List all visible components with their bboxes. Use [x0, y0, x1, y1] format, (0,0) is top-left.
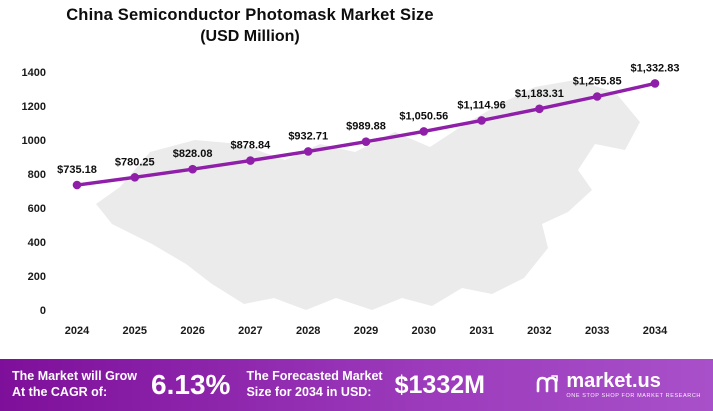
data-label: $1,114.96	[457, 99, 505, 111]
data-label: $780.25	[115, 156, 155, 168]
y-axis-tick-label: 800	[28, 169, 46, 181]
brand-text-block: market.us ONE STOP SHOP FOR MARKET RESEA…	[566, 371, 701, 399]
data-point	[188, 164, 197, 174]
x-axis-tick-label: 2033	[585, 325, 609, 337]
chart-title: China Semiconductor Photomask Market Siz…	[66, 6, 434, 24]
y-axis-tick-label: 0	[40, 305, 46, 317]
x-axis-tick-label: 2028	[296, 325, 320, 337]
data-label: $878.84	[231, 140, 272, 152]
data-label: $1,050.56	[399, 110, 448, 122]
forecast-value: $1332M	[394, 370, 485, 399]
forecast-label-line2: Size for 2034 in USD:	[246, 385, 372, 399]
footer-banner: The Market will Grow At the CAGR of: 6.1…	[0, 359, 713, 411]
y-axis-tick-label: 1200	[22, 101, 46, 113]
data-label: $828.08	[173, 148, 213, 160]
data-point	[361, 137, 371, 147]
cagr-label-line2: At the CAGR of:	[12, 385, 108, 399]
chart-area: 0 200 400 600 800 1000 1200 1400 2024 2025 2026 202…	[0, 52, 713, 352]
x-axis-tick-label: 2034	[643, 325, 668, 337]
cagr-label-line1: The Market will Grow	[12, 369, 138, 384]
y-axis-tick-label: 1000	[22, 135, 46, 147]
y-axis-tick-label: 200	[28, 271, 46, 283]
data-point	[477, 116, 486, 125]
x-axis-tick-label: 2029	[354, 325, 378, 337]
x-axis-tick-label: 2032	[527, 325, 551, 337]
data-label: $1,332.83	[631, 62, 680, 74]
forecast-label: The Forecasted Market Size for 2034 in U…	[246, 369, 382, 400]
y-axis-tick-label: 1400	[22, 67, 46, 79]
x-axis-tick-label: 2026	[180, 325, 204, 337]
forecast-label-line1: The Forecasted Market	[246, 369, 383, 384]
chart-title-block: China Semiconductor Photomask Market Siz…	[10, 6, 490, 46]
brand-name: market.us	[566, 370, 661, 392]
data-label: $1,183.31	[515, 88, 564, 100]
x-axis-tick-label: 2030	[412, 325, 436, 337]
data-point	[535, 104, 544, 114]
data-point	[130, 173, 140, 182]
x-axis-tick-label: 2025	[123, 325, 147, 337]
cagr-value: 6.13%	[151, 369, 231, 400]
china-map-silhouette	[96, 80, 640, 310]
y-axis-tick-label: 600	[28, 203, 46, 215]
data-point	[303, 147, 313, 156]
chart-subtitle: (USD Million)	[200, 28, 300, 45]
data-point	[650, 79, 660, 88]
x-axis-tick-label: 2027	[238, 325, 262, 337]
data-label: $989.88	[346, 121, 386, 133]
data-label: $735.18	[57, 164, 97, 176]
y-axis-tick-label: 400	[28, 237, 46, 249]
brand-tagline: ONE STOP SHOP FOR MARKET RESEARCH	[566, 393, 701, 399]
data-label: $1,255.85	[573, 76, 622, 88]
data-point	[246, 156, 255, 165]
x-axis-tick-label: 2024	[65, 325, 90, 337]
market-us-logo-icon	[537, 375, 559, 393]
cagr-label: The Market will Grow At the CAGR of:	[12, 369, 137, 400]
market-us-brand[interactable]: market.us ONE STOP SHOP FOR MARKET RESEA…	[535, 371, 701, 399]
line-chart-svg: 0 200 400 600 800 1000 1200 1400 2024 2025 2026 202…	[22, 62, 680, 337]
data-point	[592, 92, 602, 101]
data-label: $932.71	[288, 130, 328, 142]
data-point	[419, 127, 429, 136]
x-axis-tick-label: 2031	[469, 325, 493, 337]
data-point	[72, 180, 82, 190]
